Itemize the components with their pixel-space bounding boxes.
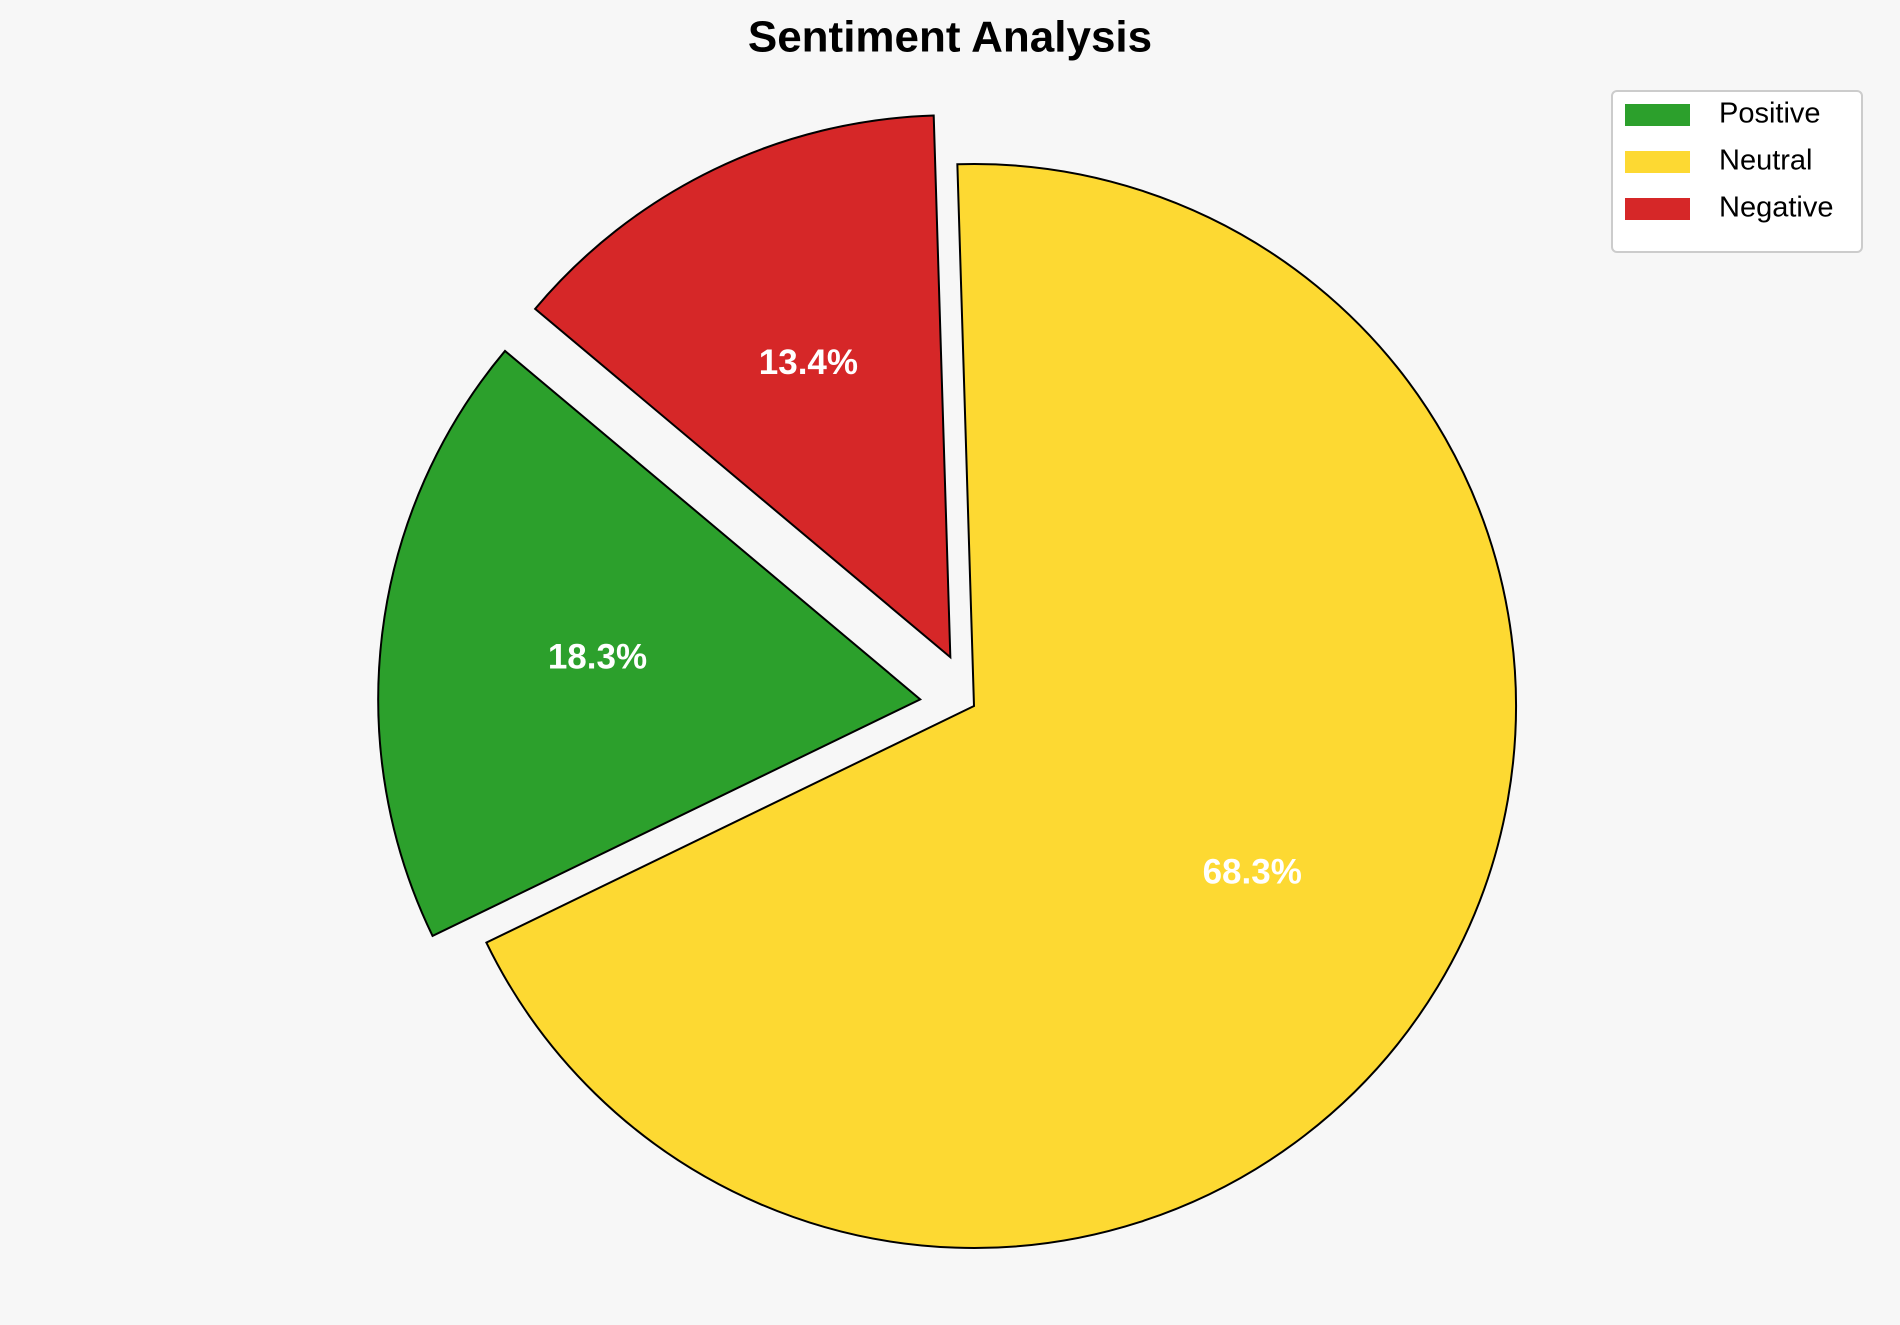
pie-wedge	[377, 349, 923, 938]
legend-label: Negative	[1719, 192, 1833, 224]
value-label: 13.4%	[759, 343, 858, 382]
legend-label: Neutral	[1719, 145, 1813, 177]
legend-swatch	[1625, 151, 1690, 173]
legend-label: Positive	[1719, 98, 1821, 130]
pie-wedge	[533, 114, 952, 660]
value-label: 18.3%	[548, 638, 647, 677]
pie-wedge	[485, 163, 1517, 1249]
legend-swatch	[1625, 198, 1690, 220]
chart-title: Sentiment Analysis	[748, 13, 1152, 62]
value-label: 68.3%	[1203, 853, 1302, 892]
legend-swatch	[1625, 104, 1690, 126]
